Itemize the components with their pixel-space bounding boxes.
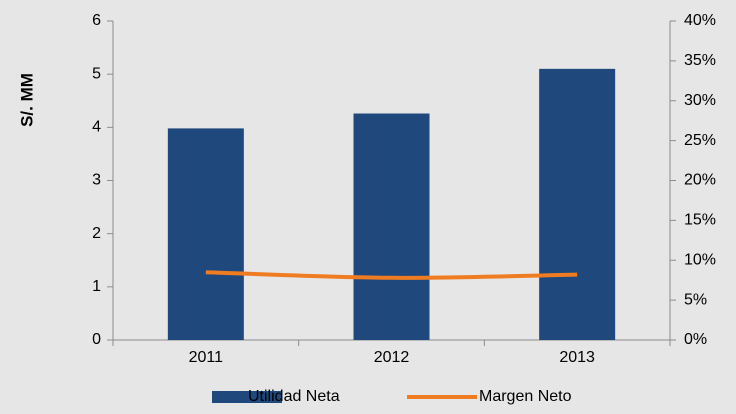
y-tick-label: 3 bbox=[92, 172, 101, 189]
x-tick-label: 2013 bbox=[559, 349, 595, 366]
y-tick-label: 2 bbox=[92, 225, 101, 242]
y2-tick-label: 5% bbox=[684, 291, 707, 308]
y2-tick-label: 35% bbox=[684, 52, 716, 69]
legend-label: Utilidad Neta bbox=[248, 388, 340, 405]
y-tick-label: 6 bbox=[92, 12, 101, 29]
x-tick-label: 2012 bbox=[374, 349, 410, 366]
y2-tick-label: 15% bbox=[684, 212, 716, 229]
y-tick-label: 1 bbox=[92, 278, 101, 295]
y2-tick-label: 10% bbox=[684, 251, 716, 268]
line bbox=[205, 270, 578, 280]
y2-tick-label: 40% bbox=[684, 12, 716, 29]
bar bbox=[167, 128, 244, 340]
y2-tick-label: 25% bbox=[684, 132, 716, 149]
y-tick-label: 4 bbox=[92, 119, 101, 136]
y-axis-label: S/. MM bbox=[17, 73, 36, 127]
bar bbox=[353, 113, 430, 340]
legend-swatch bbox=[212, 391, 282, 403]
x-tick-label: 2011 bbox=[189, 349, 224, 366]
y2-tick-label: 0% bbox=[684, 331, 707, 348]
bar bbox=[539, 68, 616, 340]
y-tick-label: 0 bbox=[92, 331, 101, 348]
y2-tick-label: 30% bbox=[684, 92, 716, 109]
y2-tick-label: 20% bbox=[684, 172, 716, 189]
legend-label: Margen Neto bbox=[479, 388, 572, 405]
y-tick-label: 5 bbox=[92, 65, 101, 82]
